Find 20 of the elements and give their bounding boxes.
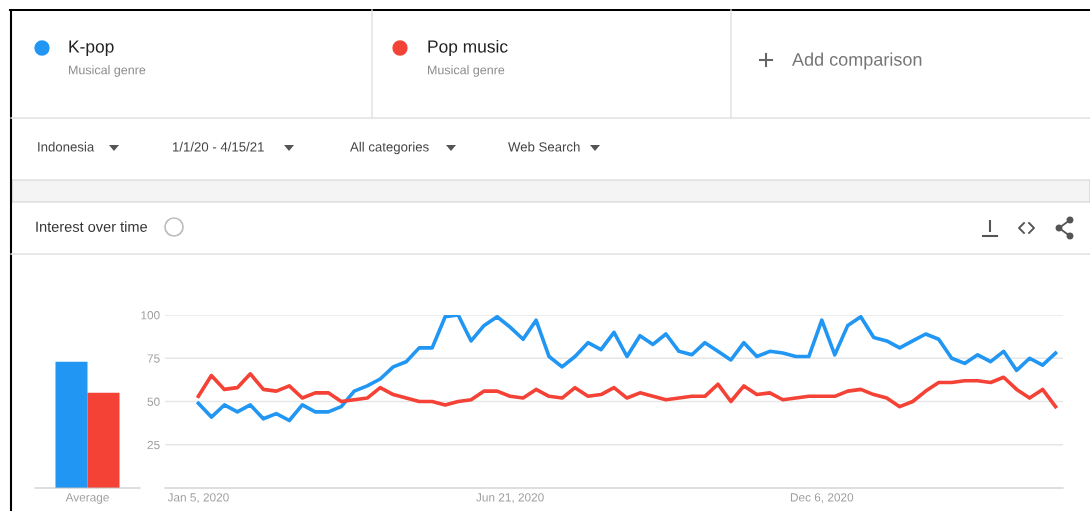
y-tick-label: 50 [147,397,160,406]
text: Web Search [508,141,580,152]
text: All categories [350,141,429,155]
chart-title: Interest over time [36,221,148,232]
x-tick-label: Dec 6, 2020 [790,493,854,503]
text: Indonesia [38,141,95,152]
legend-label: Pop music [428,39,508,57]
y-tick-label: 100 [141,311,160,320]
text: Musical genre [428,65,505,77]
line-series [196,372,1058,409]
x-tick-label: Average [65,493,109,504]
y-tick-label: 75 [147,354,160,363]
y-tick-label: 25 [147,440,160,450]
x-tick-label: Jun 21, 2020 [476,493,544,503]
text: Musical genre [69,65,146,77]
legend-label: K-pop [69,40,114,57]
text: 1/1/20 - 4/15/21 [173,141,264,152]
text: Add comparison [792,52,922,70]
line-series [196,315,1058,423]
x-tick-label: Jan 5, 2020 [167,493,229,503]
